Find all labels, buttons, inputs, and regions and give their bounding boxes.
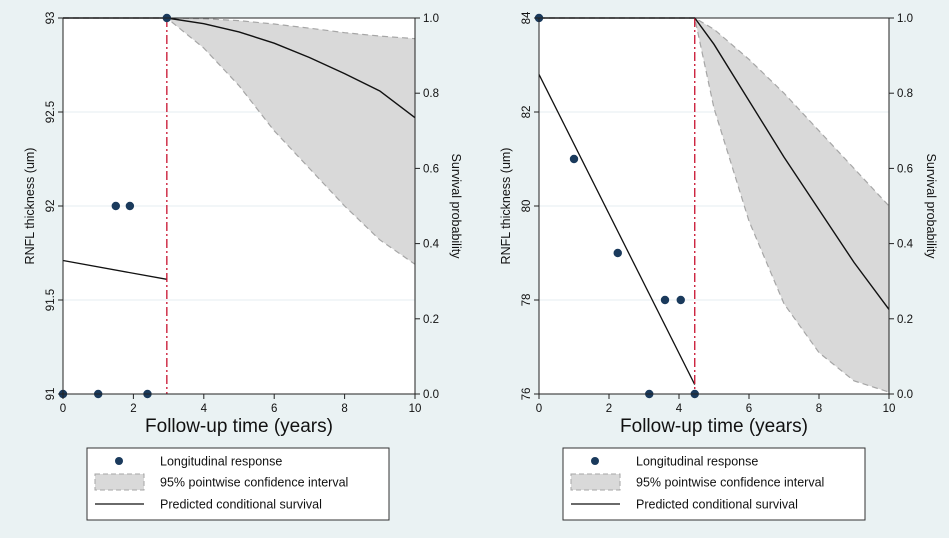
legend-label-ci: 95% pointwise confidence interval bbox=[636, 476, 824, 490]
y2-tick-label: 0.8 bbox=[423, 88, 439, 100]
longitudinal-points bbox=[58, 13, 172, 399]
longitudinal-point bbox=[111, 201, 121, 211]
legend-label-survival: Predicted conditional survival bbox=[636, 498, 798, 512]
y2-axis-title: Survival probability bbox=[924, 154, 938, 260]
legend: Longitudinal response 95% pointwise conf… bbox=[562, 447, 866, 521]
fitted-trajectory-line bbox=[62, 259, 167, 280]
y-axis-title: RNFL thickness (um) bbox=[23, 148, 37, 265]
y-axis-title: RNFL thickness (um) bbox=[499, 148, 513, 265]
legend-label-longitudinal: Longitudinal response bbox=[160, 455, 282, 469]
y-ticks: 76 78 80 82 84 bbox=[521, 11, 539, 400]
x-tick-label: 6 bbox=[271, 403, 277, 415]
survival-curve bbox=[539, 17, 890, 310]
y-tick-label: 91.5 bbox=[45, 289, 57, 311]
confidence-lower-bound bbox=[539, 17, 890, 393]
x-axis-title: Follow-up time (years) bbox=[620, 416, 808, 437]
survival-curve bbox=[63, 17, 416, 119]
y-tick-label: 92 bbox=[45, 200, 57, 213]
confidence-upper-bound bbox=[63, 17, 416, 40]
survival-estimate-line bbox=[539, 17, 890, 310]
x-tick-label: 6 bbox=[746, 403, 752, 415]
confidence-band-area bbox=[539, 18, 889, 393]
y2-tick-label: 0.2 bbox=[897, 314, 913, 326]
legend-band-icon bbox=[570, 473, 621, 491]
legend-label-ci: 95% pointwise confidence interval bbox=[160, 476, 348, 490]
confidence-band bbox=[63, 17, 416, 265]
y-tick-label: 84 bbox=[521, 11, 533, 24]
panel-left: 0 2 4 6 8 10 91 91.5 92 92.5 93 0.0 0.2 0.4 0.6 0.8 1.… bbox=[23, 12, 463, 521]
x-tick-label: 4 bbox=[676, 403, 683, 415]
x-ticks: 0 2 4 6 8 10 bbox=[60, 394, 422, 415]
y2-tick-label: 0.2 bbox=[423, 314, 439, 326]
y-tick-label: 82 bbox=[521, 106, 533, 119]
x-tick-label: 0 bbox=[60, 403, 66, 415]
legend-marker-icon bbox=[591, 457, 599, 465]
fitted-trajectory-line bbox=[538, 74, 696, 385]
panel-right: 0 2 4 6 8 10 76 78 80 82 84 0.0 0.2 0.4 0.6 0.8 1.0 Fo… bbox=[499, 11, 938, 521]
y-tick-label: 80 bbox=[521, 200, 533, 213]
legend-label-longitudinal: Longitudinal response bbox=[636, 455, 758, 469]
y2-axis-title: Survival probability bbox=[449, 154, 463, 260]
x-tick-label: 8 bbox=[341, 403, 347, 415]
legend-band-icon bbox=[94, 473, 145, 491]
longitudinal-point bbox=[125, 201, 135, 211]
y-tick-label: 92.5 bbox=[45, 101, 57, 123]
confidence-band bbox=[539, 17, 890, 393]
y2-tick-label: 0.4 bbox=[423, 239, 440, 251]
y2-tick-label: 1.0 bbox=[423, 13, 439, 25]
x-tick-label: 2 bbox=[606, 403, 612, 415]
y2-ticks: 0.0 0.2 0.4 0.6 0.8 1.0 bbox=[889, 13, 914, 401]
y2-tick-label: 0.6 bbox=[423, 163, 439, 175]
y2-tick-label: 0.6 bbox=[897, 163, 913, 175]
x-tick-label: 8 bbox=[816, 403, 822, 415]
y2-tick-label: 1.0 bbox=[897, 13, 913, 25]
x-tick-label: 4 bbox=[201, 403, 208, 415]
longitudinal-point bbox=[613, 248, 622, 258]
y-ticks: 91 91.5 92 92.5 93 bbox=[45, 12, 63, 401]
longitudinal-points bbox=[534, 13, 699, 399]
x-tick-label: 2 bbox=[130, 403, 136, 415]
survival-estimate-line bbox=[63, 17, 416, 119]
y2-tick-label: 0.0 bbox=[423, 389, 439, 401]
y2-tick-label: 0.4 bbox=[897, 239, 914, 251]
x-tick-label: 10 bbox=[883, 403, 896, 415]
x-axis-title: Follow-up time (years) bbox=[145, 416, 333, 437]
longitudinal-point bbox=[569, 154, 579, 164]
y-tick-label: 91 bbox=[45, 388, 57, 401]
longitudinal-point bbox=[660, 295, 670, 305]
y2-tick-label: 0.8 bbox=[897, 88, 913, 100]
fitted-trajectory bbox=[538, 74, 696, 385]
x-ticks: 0 2 4 6 8 10 bbox=[536, 394, 896, 415]
legend-label-survival: Predicted conditional survival bbox=[160, 498, 322, 512]
y-tick-label: 78 bbox=[521, 294, 533, 307]
x-tick-label: 0 bbox=[536, 403, 542, 415]
y2-tick-label: 0.0 bbox=[897, 389, 913, 401]
y-tick-label: 93 bbox=[45, 12, 57, 25]
x-tick-label: 10 bbox=[409, 403, 422, 415]
legend: Longitudinal response 95% pointwise conf… bbox=[86, 447, 390, 521]
fitted-trajectory bbox=[62, 259, 167, 280]
y2-ticks: 0.0 0.2 0.4 0.6 0.8 1.0 bbox=[415, 13, 440, 401]
confidence-lower-bound bbox=[63, 17, 416, 265]
longitudinal-point bbox=[676, 295, 685, 305]
y-tick-label: 76 bbox=[521, 388, 533, 401]
legend-marker-icon bbox=[115, 457, 123, 465]
confidence-band-area bbox=[63, 18, 415, 265]
